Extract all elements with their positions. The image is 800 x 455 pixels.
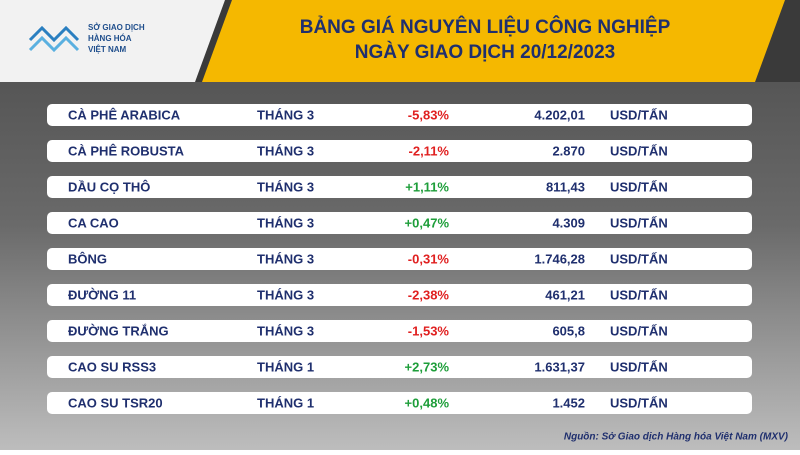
row	[47, 284, 752, 306]
unit: USD/TẤN	[610, 107, 668, 122]
change: +0,47%	[405, 215, 450, 230]
unit: USD/TẤN	[610, 323, 668, 338]
price: 811,43	[546, 179, 585, 194]
row	[47, 212, 752, 234]
commodity: CAO SU RSS3	[68, 359, 156, 374]
title: NGÀY GIAO DỊCH 20/12/2023	[355, 41, 615, 63]
change: +1,11%	[405, 179, 449, 194]
logo-mark	[28, 25, 80, 53]
title-banner	[202, 0, 785, 82]
price: 2.870	[552, 143, 585, 158]
change: -0,31%	[408, 251, 450, 266]
change: -2,38%	[408, 287, 450, 302]
contract-month: THÁNG 3	[257, 179, 314, 194]
change: +0,48%	[405, 395, 450, 410]
title: BẢNG GIÁ NGUYÊN LIỆU CÔNG NGHIỆP	[300, 16, 671, 38]
commodity: ĐƯỜNG 11	[68, 287, 136, 302]
unit: USD/TẤN	[610, 143, 668, 158]
logo-text: SỞ GIAO DỊCH	[88, 23, 145, 32]
unit: USD/TẤN	[610, 359, 668, 374]
commodity: CAO SU TSR20	[68, 395, 163, 410]
contract-month: THÁNG 3	[257, 251, 314, 266]
contract-month: THÁNG 3	[257, 215, 314, 230]
row	[47, 140, 752, 162]
row	[47, 356, 752, 378]
change: -5,83%	[408, 107, 450, 122]
contract-month: THÁNG 3	[257, 143, 314, 158]
unit: USD/TẤN	[610, 287, 668, 302]
unit: USD/TẤN	[610, 251, 668, 266]
contract-month: THÁNG 1	[257, 359, 314, 374]
logo-panel	[0, 0, 225, 82]
unit: USD/TẤN	[610, 179, 668, 194]
commodity: CA CAO	[68, 215, 119, 230]
contract-month: THÁNG 3	[257, 107, 314, 122]
unit: USD/TẤN	[610, 395, 668, 410]
contract-month: THÁNG 3	[257, 323, 314, 338]
commodity: CÀ PHÊ ROBUSTA	[68, 143, 185, 158]
commodity: ĐƯỜNG TRẮNG	[68, 323, 169, 338]
row	[47, 104, 752, 126]
logo-text: VIỆT NAM	[88, 45, 127, 54]
commodity: BÔNG	[68, 251, 107, 266]
table: CÀ PHÊ ARABICA THÁNG 3 -5,83% 4.202,01 USD/T…	[47, 104, 752, 414]
row	[47, 176, 752, 198]
price: 461,21	[545, 287, 585, 302]
row	[47, 392, 752, 414]
logo-text: HÀNG HÓA	[88, 34, 132, 43]
row	[47, 320, 752, 342]
change: +2,73%	[405, 359, 450, 374]
price: 1.746,28	[534, 251, 585, 266]
price: 605,8	[552, 323, 585, 338]
contract-month: THÁNG 1	[257, 395, 314, 410]
unit: USD/TẤN	[610, 215, 668, 230]
change: -2,11%	[409, 143, 450, 158]
commodity: DẦU CỌ THÔ	[68, 179, 150, 194]
price: 1.452	[552, 395, 585, 410]
price: 1.631,37	[534, 359, 585, 374]
row	[47, 248, 752, 270]
price: 4.309	[552, 215, 585, 230]
commodity: CÀ PHÊ ARABICA	[68, 107, 181, 122]
price: 4.202,01	[534, 107, 585, 122]
contract-month: THÁNG 3	[257, 287, 314, 302]
change: -1,53%	[408, 323, 450, 338]
source: Nguồn: Sở Giao dịch Hàng hóa Việt Nam (M…	[564, 431, 789, 443]
